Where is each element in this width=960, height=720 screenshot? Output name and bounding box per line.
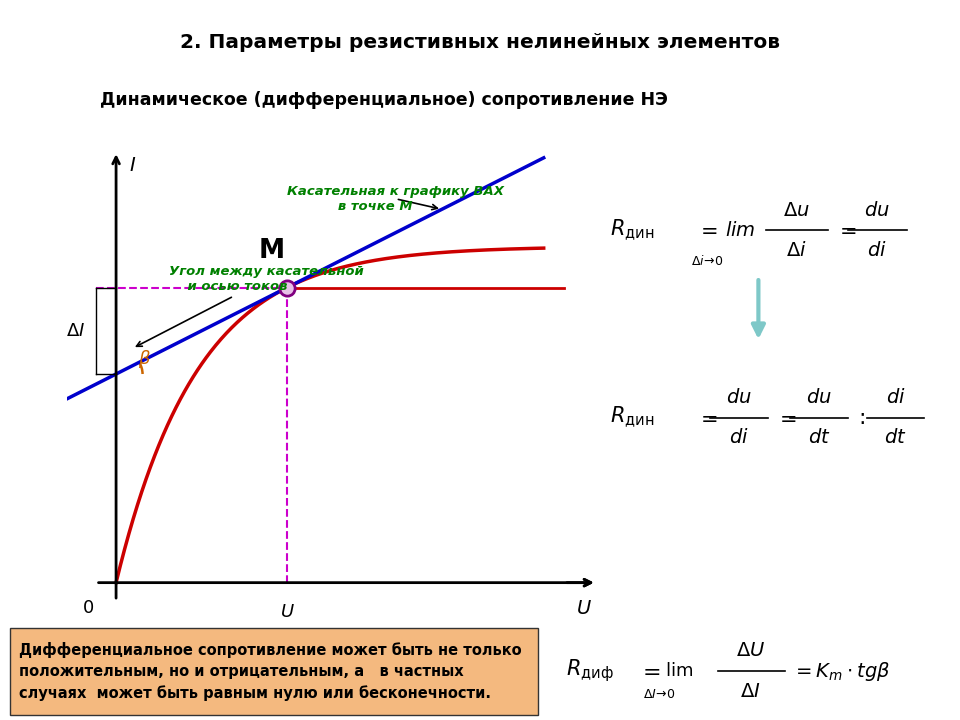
Text: $\Delta I$: $\Delta I$ bbox=[740, 682, 761, 701]
Text: $\Delta I$: $\Delta I$ bbox=[66, 322, 84, 340]
Text: $dt$: $dt$ bbox=[807, 428, 830, 447]
Text: $\beta$: $\beta$ bbox=[138, 348, 151, 370]
Text: $R_{\rm дин}$: $R_{\rm дин}$ bbox=[610, 405, 654, 430]
Text: $U$: $U$ bbox=[577, 599, 592, 618]
Text: $=$: $=$ bbox=[638, 661, 661, 681]
Text: $R_{\rm диф}$: $R_{\rm диф}$ bbox=[566, 657, 614, 685]
Text: $= K_m \cdot tg\beta$: $= K_m \cdot tg\beta$ bbox=[792, 660, 890, 683]
Text: $du$: $du$ bbox=[727, 388, 752, 407]
Text: $\Delta u$: $\Delta u$ bbox=[783, 201, 810, 220]
Text: $\Delta U$: $\Delta U$ bbox=[736, 642, 765, 660]
Text: $\mathbf{M}$: $\mathbf{M}$ bbox=[258, 238, 284, 264]
Text: $=$: $=$ bbox=[696, 408, 717, 428]
Text: положительным, но и отрицательным, а   в частных: положительным, но и отрицательным, а в ч… bbox=[19, 664, 464, 679]
Text: Угол между касательной
    и осью токов: Угол между касательной и осью токов bbox=[136, 265, 364, 346]
Text: $dt$: $dt$ bbox=[884, 428, 907, 447]
Text: $\lim$: $\lim$ bbox=[665, 662, 693, 680]
Text: $\Delta I\!\to\!0$: $\Delta I\!\to\!0$ bbox=[643, 688, 676, 701]
Text: $di$: $di$ bbox=[886, 388, 905, 407]
Text: $=$: $=$ bbox=[835, 220, 856, 240]
Text: $du$: $du$ bbox=[806, 388, 831, 407]
Text: Динамическое (дифференциальное) сопротивление НЭ: Динамическое (дифференциальное) сопротив… bbox=[100, 91, 668, 109]
Text: $=$: $=$ bbox=[775, 408, 796, 428]
Text: $di$: $di$ bbox=[730, 428, 749, 447]
Text: $lim$: $lim$ bbox=[725, 221, 756, 240]
FancyBboxPatch shape bbox=[10, 628, 538, 715]
Text: $du$: $du$ bbox=[864, 201, 889, 220]
Text: $\Delta i\!\to\!0$: $\Delta i\!\to\!0$ bbox=[691, 253, 724, 268]
Text: $R_{\rm дин}$: $R_{\rm дин}$ bbox=[610, 218, 654, 243]
Text: $di$: $di$ bbox=[867, 241, 886, 260]
Text: Касательная к графику ВАХ
           в точке М: Касательная к графику ВАХ в точке М bbox=[287, 185, 504, 213]
Text: $:$: $:$ bbox=[854, 408, 866, 428]
Text: $I$: $I$ bbox=[129, 156, 136, 176]
Text: 2. Параметры резистивных нелинейных элементов: 2. Параметры резистивных нелинейных элем… bbox=[180, 33, 780, 52]
Text: $=$: $=$ bbox=[696, 220, 717, 240]
Text: $U$: $U$ bbox=[279, 603, 295, 621]
Text: $\Delta i$: $\Delta i$ bbox=[786, 241, 807, 260]
Text: $0$: $0$ bbox=[82, 599, 94, 617]
Text: случаях  может быть равным нулю или бесконечности.: случаях может быть равным нулю или беско… bbox=[19, 685, 492, 701]
Text: Дифференциальное сопротивление может быть не только: Дифференциальное сопротивление может быт… bbox=[19, 642, 522, 658]
